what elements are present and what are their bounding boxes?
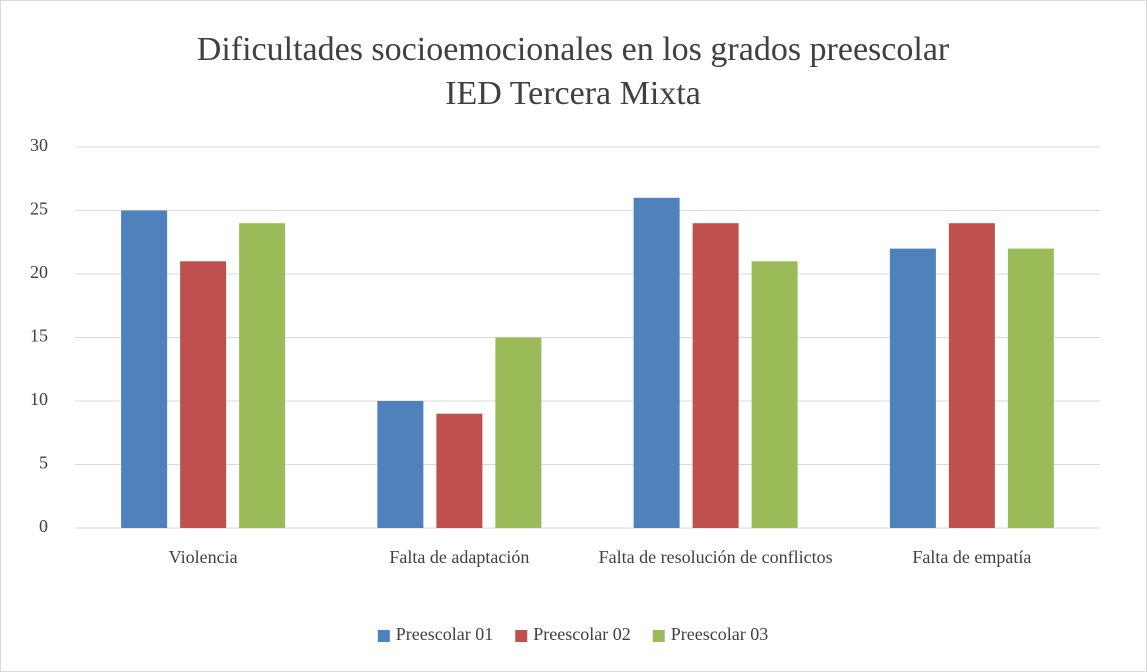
chart-title: Dificultades socioemocionales en los gra… bbox=[197, 31, 950, 68]
chart-title: IED Tercera Mixta bbox=[445, 75, 701, 112]
y-tick-label: 30 bbox=[30, 135, 48, 155]
y-tick-label: 5 bbox=[39, 453, 48, 473]
bar bbox=[1007, 248, 1054, 528]
y-tick-label: 10 bbox=[30, 389, 48, 409]
bar bbox=[239, 223, 286, 528]
x-tick-label: Falta de adaptación bbox=[389, 547, 529, 567]
y-tick-label: 0 bbox=[39, 516, 48, 536]
y-tick-label: 15 bbox=[30, 326, 48, 346]
legend-swatch bbox=[515, 630, 528, 642]
y-tick-label: 25 bbox=[30, 199, 48, 219]
bar bbox=[948, 223, 995, 528]
x-tick-label: Falta de resolución de conflictos bbox=[599, 547, 833, 567]
bar bbox=[436, 413, 483, 528]
y-tick-label: 20 bbox=[30, 262, 48, 282]
bar bbox=[377, 401, 424, 528]
x-tick-label: Falta de empatía bbox=[912, 547, 1031, 567]
legend-label: Preescolar 03 bbox=[671, 624, 768, 644]
bar bbox=[495, 337, 542, 528]
bar bbox=[633, 197, 680, 529]
bar bbox=[751, 261, 798, 528]
bar bbox=[889, 248, 936, 528]
bar bbox=[180, 261, 227, 528]
bar bbox=[692, 223, 739, 528]
x-tick-label: Violencia bbox=[169, 547, 238, 567]
legend-swatch bbox=[377, 630, 390, 642]
legend-label: Preescolar 01 bbox=[396, 624, 493, 644]
bar bbox=[121, 210, 168, 528]
legend-swatch bbox=[652, 630, 665, 642]
legend-label: Preescolar 02 bbox=[533, 624, 630, 644]
